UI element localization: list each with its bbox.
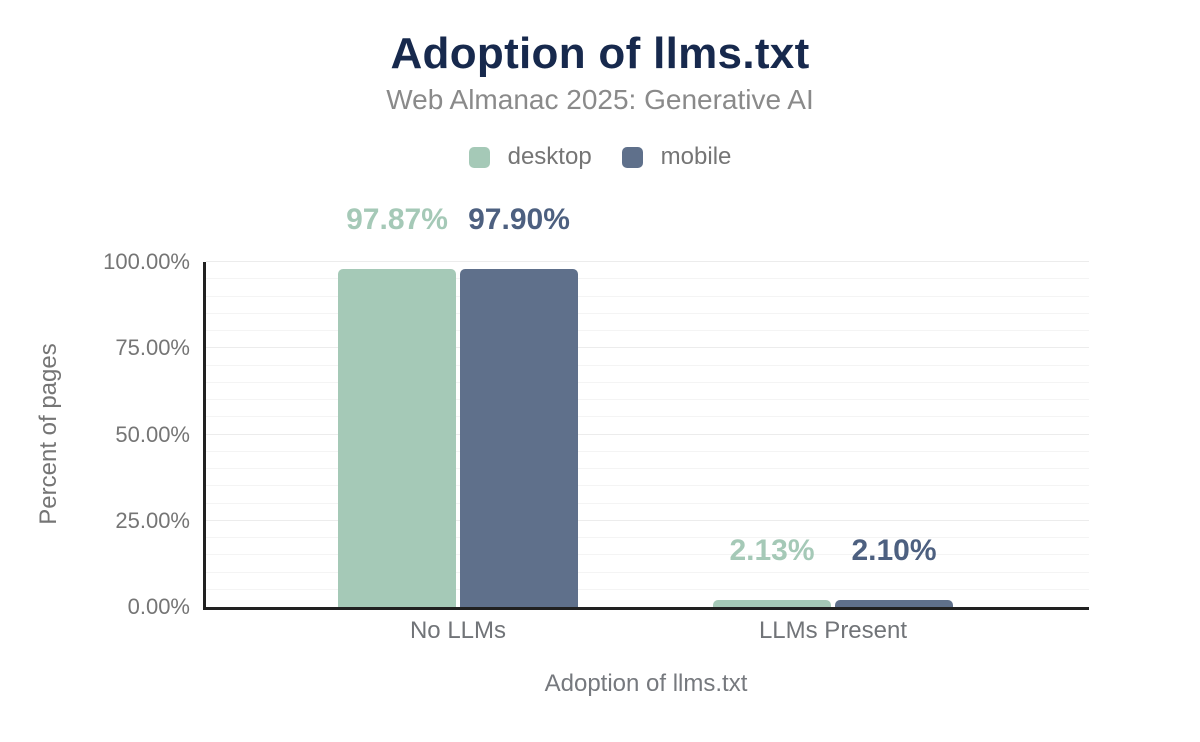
gridline [206,416,1089,418]
y-tick-label: 25.00% [115,507,190,533]
gridline [206,588,1089,590]
bar-desktop-no-llms[interactable] [338,269,456,607]
y-tick-label: 50.00% [115,421,190,447]
y-tick-label: 75.00% [115,335,190,361]
x-axis-line [203,607,1089,610]
desktop-swatch-icon [468,146,490,168]
legend-label-desktop: desktop [507,143,592,170]
gridline [206,278,1089,280]
gridline [206,295,1089,297]
value-label-desktop: 2.13% [729,533,815,567]
gridline [206,381,1089,383]
bar-mobile-no-llms[interactable] [460,269,578,607]
legend: desktop mobile [0,143,1200,171]
gridline [206,571,1089,573]
gridline [206,399,1089,400]
y-axis-line [203,262,206,610]
legend-item-mobile[interactable]: mobile [621,143,732,171]
x-category-label: LLMs Present [758,617,908,644]
gridline [206,485,1089,487]
legend-item-desktop[interactable]: desktop [468,143,592,171]
x-axis-title: Adoption of llms.txt [544,670,748,697]
bar-desktop-llms-present[interactable] [713,599,831,607]
chart-title: Adoption of llms.txt [390,29,810,78]
bar-mobile-llms-present[interactable] [835,599,953,607]
plot-area: 97.87% 97.90% 2.13% 2.10% [203,205,1089,610]
gridline [206,450,1089,452]
gridline [206,519,1089,521]
gridline [206,261,1089,262]
legend-label-mobile: mobile [660,143,732,170]
gridline [206,364,1089,366]
chart-subtitle: Web Almanac 2025: Generative AI [386,84,814,115]
gridline [206,554,1089,556]
y-tick-label: 100.00% [103,249,190,274]
x-category-label: No LLMs [409,617,507,644]
value-label-desktop: 97.87% [346,203,448,237]
y-tick-label: 0.00% [127,594,190,619]
gridline [206,502,1089,504]
value-label-mobile: 2.10% [851,533,937,567]
gridline [206,468,1089,469]
gridline [206,433,1089,435]
gridline [206,347,1089,349]
value-label-mobile: 97.90% [468,203,570,237]
gridline [206,537,1089,538]
gridline [206,312,1089,314]
gridline [206,330,1089,331]
mobile-swatch-icon [621,146,643,168]
